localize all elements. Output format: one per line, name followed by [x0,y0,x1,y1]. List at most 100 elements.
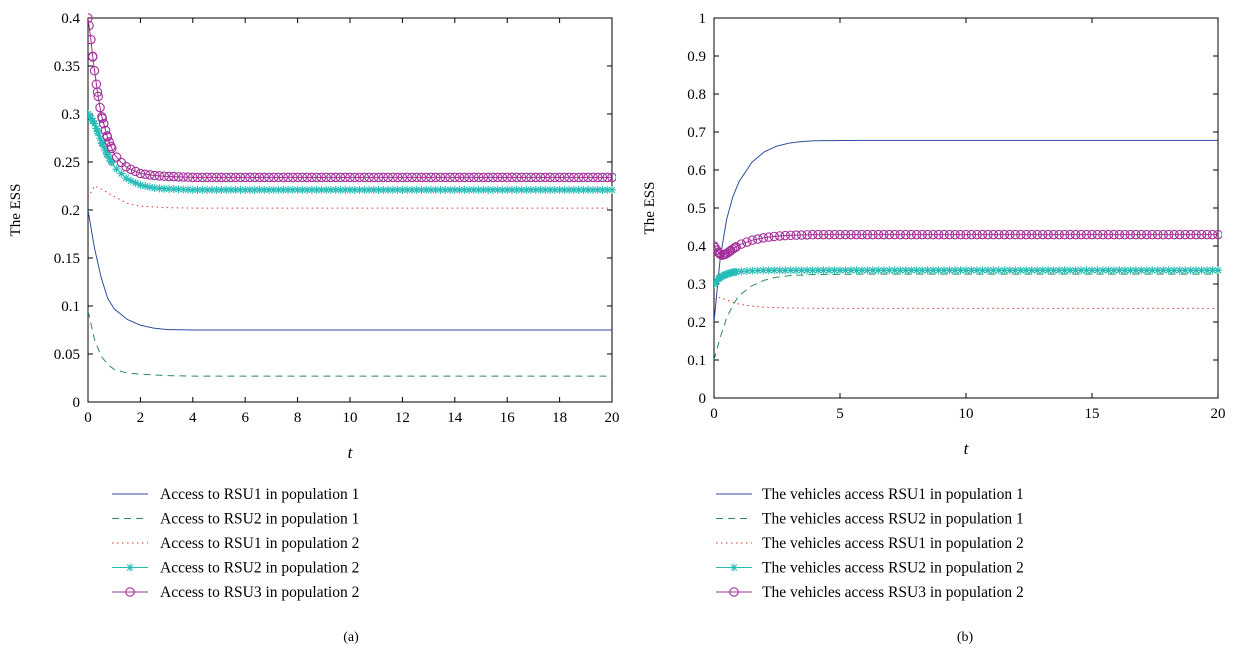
series-marker [852,266,861,275]
series-marker [255,185,264,194]
series-marker [222,185,231,194]
series-marker [988,229,999,240]
series-marker [174,185,183,194]
series-marker [94,129,103,138]
series-marker [426,172,436,183]
series-marker [955,229,966,240]
series-marker [483,172,493,183]
series-marker [868,229,878,240]
series-5 [88,13,616,183]
x-tick-label: 18 [552,410,567,426]
series-marker [130,166,141,177]
y-tick-label: 0.7 [687,125,706,141]
series-marker [1192,266,1201,275]
legend-label: Access to RSU1 in population 1 [160,486,359,503]
series-marker [835,229,845,240]
series-marker [792,266,801,275]
series-marker [288,172,298,183]
series-marker [885,266,894,275]
series-marker [764,232,774,242]
series-marker [88,34,96,45]
series-marker [474,185,483,194]
series-marker [435,172,446,183]
series-marker [729,243,740,253]
series-marker [1104,266,1113,275]
y-tick-label: 0.4 [61,11,80,27]
series-marker [1142,266,1151,275]
series-marker [1163,229,1174,240]
series-marker [719,271,728,280]
series-marker [336,185,345,194]
series-marker [269,172,279,183]
y-tick-label: 0.3 [687,277,706,293]
series-marker [345,172,355,183]
series-marker [813,229,823,240]
series-marker [588,185,597,194]
series-marker [1026,229,1037,240]
series-marker [890,229,900,240]
series-marker [145,170,155,180]
legend-marker [730,563,738,572]
series-marker [188,185,197,194]
series-marker [1011,266,1020,275]
series-marker [742,237,752,247]
series-marker [278,172,289,183]
series-marker [1174,229,1185,240]
series-marker [392,172,403,183]
series-line [88,310,612,377]
series-marker [1093,266,1102,275]
series-marker [454,172,465,183]
series-4 [88,110,616,194]
panel-caption: (b) [957,630,974,645]
series-marker [901,266,910,275]
series-marker [802,230,812,240]
series-marker [597,172,608,183]
series-marker [101,146,110,155]
series-marker [989,266,998,275]
series-marker [912,266,921,275]
series-marker [1070,229,1081,240]
x-axis-label: t [964,439,970,458]
series-marker [1131,229,1141,240]
series-marker [407,185,416,194]
series-marker [312,185,321,194]
series-marker [202,172,212,183]
series-marker [99,142,108,151]
series-marker [588,172,598,183]
series-marker [554,172,565,183]
series-marker [321,172,331,183]
series-marker [226,185,235,194]
x-tick-label: 16 [500,410,516,426]
series-marker [1055,266,1064,275]
series-marker [928,229,938,240]
series-marker [121,161,131,172]
series-marker [940,266,949,275]
series-marker [92,124,101,133]
chart-b: 0 5 10 15 20 0 0.1 0.2 0.3 0.4 0.5 0.6 0.7 0.8 0.9 1 t Th… [642,11,1226,645]
series-marker [445,172,455,183]
series-marker [994,266,1003,275]
series-marker [388,172,398,183]
y-tick-label: 0.05 [54,347,80,363]
series-marker [1088,266,1096,275]
legend-label: The vehicles access RSU2 in population 1 [762,511,1024,528]
series-marker [502,172,512,183]
series-marker [934,266,943,275]
y-tick-label: 0.2 [61,203,80,219]
series-marker [607,172,616,183]
legend-label: Access to RSU2 in population 2 [160,560,359,577]
legend-label: Access to RSU2 in population 1 [160,511,359,528]
series-marker [160,184,169,193]
series-marker [330,172,341,183]
series-marker [737,267,746,276]
series-marker [95,102,105,113]
series-marker [1060,266,1069,275]
series-marker [731,242,741,252]
series-marker [279,185,288,194]
series-marker [569,172,579,183]
series-marker [983,266,992,275]
series-marker [1214,266,1222,275]
legend-label: The vehicles access RSU2 in population 2 [762,560,1024,577]
series-marker [265,185,274,194]
